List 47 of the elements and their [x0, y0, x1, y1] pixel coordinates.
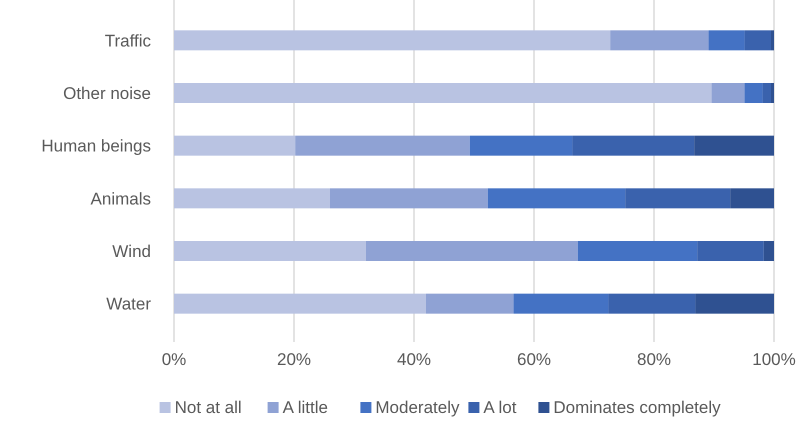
- bar: [514, 294, 608, 314]
- bar: [330, 188, 488, 208]
- y-tick-label: Other noise: [63, 84, 151, 103]
- bar: [771, 82, 774, 104]
- bar: [572, 136, 694, 156]
- x-tick-label: 20%: [276, 350, 312, 369]
- bar: [762, 82, 771, 104]
- bar: [174, 188, 330, 208]
- bar: [174, 294, 426, 314]
- y-tick-label: Human beings: [41, 136, 151, 156]
- bar: [578, 240, 698, 262]
- bar: [744, 30, 771, 50]
- y-tick-label: Water: [106, 294, 152, 314]
- y-tick-label: Animals: [90, 189, 151, 208]
- bar: [744, 82, 763, 104]
- x-tick-label: 0%: [162, 350, 186, 369]
- y-tick-label: Wind: [112, 242, 151, 261]
- bar: [695, 294, 774, 314]
- bar: [708, 30, 745, 50]
- bar: [426, 294, 514, 314]
- bar: [730, 188, 774, 208]
- bar: [470, 136, 572, 156]
- bar: [771, 30, 774, 50]
- bar: [174, 240, 366, 262]
- legend-label: A lot: [483, 398, 517, 417]
- x-tick-label: 40%: [396, 350, 432, 369]
- bar: [610, 30, 709, 50]
- bar: [366, 240, 578, 262]
- bar: [488, 188, 626, 208]
- bar: [295, 136, 470, 156]
- bar: [712, 82, 745, 104]
- bar: [697, 240, 764, 262]
- bar: [608, 294, 696, 314]
- bar: [625, 188, 730, 208]
- x-tick-label: 100%: [752, 350, 796, 369]
- y-tick-label: Traffic: [104, 31, 152, 50]
- bar: [764, 240, 774, 262]
- x-tick-label: 80%: [636, 350, 672, 369]
- bar: [174, 82, 712, 104]
- x-tick-label: 60%: [516, 350, 552, 369]
- legend-label: Moderately: [375, 398, 460, 417]
- legend-label: A little: [282, 398, 328, 417]
- bar: [694, 136, 774, 156]
- legend-label: Dominates completely: [553, 398, 722, 417]
- bar: [174, 136, 296, 156]
- bar: [174, 30, 610, 50]
- legend-label: Not at all: [174, 398, 242, 417]
